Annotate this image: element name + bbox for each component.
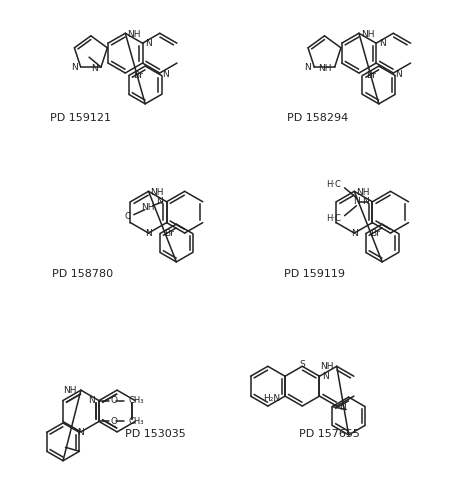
Text: NH: NH [318, 64, 332, 73]
Text: N: N [351, 229, 358, 238]
Text: N: N [145, 229, 152, 238]
Text: N: N [379, 39, 386, 48]
Text: NH: NH [356, 188, 370, 197]
Text: O: O [111, 396, 118, 405]
Text: N: N [162, 70, 168, 79]
Text: N: N [71, 62, 78, 72]
Text: N: N [156, 197, 163, 206]
Text: PD 158780: PD 158780 [52, 269, 113, 279]
Text: PD 159119: PD 159119 [284, 269, 345, 279]
Text: O: O [111, 417, 118, 426]
Text: N: N [322, 372, 329, 381]
Text: N: N [362, 197, 368, 206]
Text: CH₃: CH₃ [129, 417, 144, 426]
Text: N: N [146, 39, 152, 48]
Text: N: N [305, 62, 311, 72]
Text: NH: NH [361, 30, 374, 39]
Text: PD 158294: PD 158294 [287, 113, 348, 123]
Text: PD 159121: PD 159121 [50, 113, 111, 123]
Text: Br: Br [133, 71, 143, 80]
Text: H·C: H·C [326, 181, 341, 189]
Text: S: S [300, 360, 305, 369]
Text: Br: Br [164, 229, 174, 238]
Text: CH₃: CH₃ [129, 396, 144, 405]
Text: NH: NH [128, 30, 141, 39]
Text: NH: NH [151, 188, 164, 197]
Text: PD 157655: PD 157655 [299, 429, 360, 439]
Text: H₂N: H₂N [263, 394, 280, 403]
Text: N: N [91, 64, 98, 73]
Text: N: N [395, 70, 402, 79]
Text: Br: Br [366, 71, 376, 80]
Text: NH: NH [64, 386, 77, 395]
Text: C: C [125, 212, 131, 221]
Text: Br: Br [370, 229, 380, 238]
Text: N: N [88, 396, 95, 405]
Text: N: N [78, 428, 84, 437]
Text: NH: NH [141, 203, 155, 212]
Text: N: N [353, 197, 360, 206]
Text: PD 153035: PD 153035 [125, 429, 186, 439]
Text: H·C: H·C [326, 214, 341, 223]
Text: N: N [339, 403, 346, 412]
Text: NH: NH [320, 362, 334, 371]
